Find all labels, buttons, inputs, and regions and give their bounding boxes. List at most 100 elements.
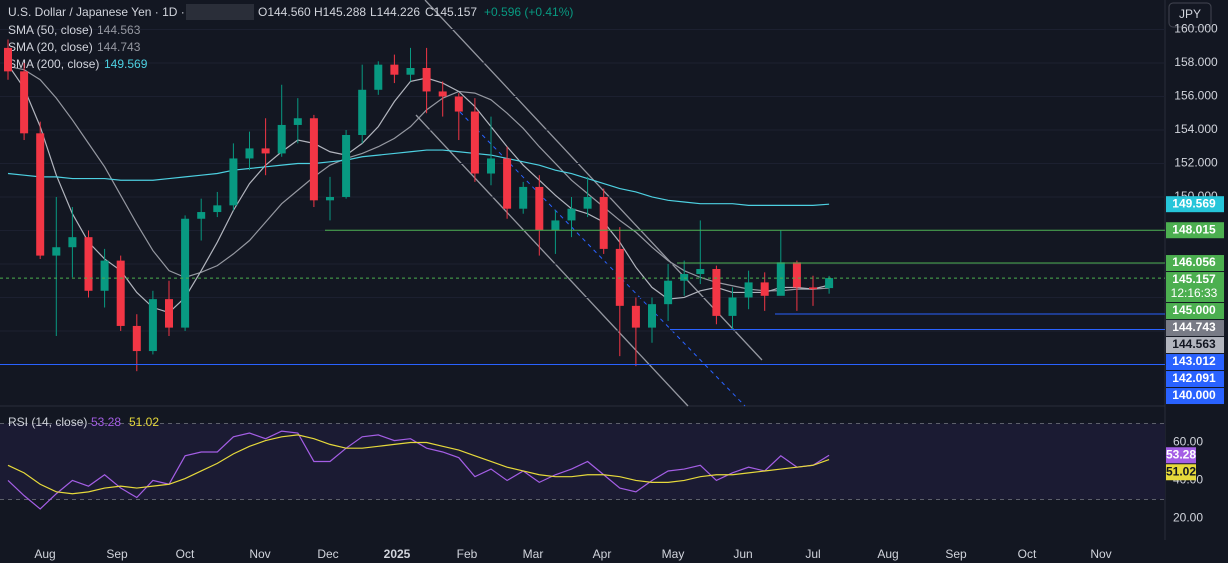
x-tick-label: Nov	[249, 547, 270, 561]
sma-line	[7, 64, 830, 314]
candle-body	[664, 280, 673, 305]
sma-line	[7, 149, 830, 206]
candle-body	[696, 268, 705, 275]
x-tick-label: Sep	[106, 547, 128, 561]
y-tick-label: 20.00	[1173, 511, 1203, 525]
candle-body	[487, 158, 495, 174]
ohlc-change: +0.596 (+0.41%)	[484, 5, 573, 19]
candle-body	[744, 282, 753, 298]
price-badge-label: 145.000	[1172, 303, 1216, 317]
candle-body	[631, 305, 640, 328]
rsi-band	[0, 423, 1165, 500]
candle-body	[825, 278, 834, 289]
ohlc-close: C145.157	[425, 5, 477, 19]
x-tick-label: Mar	[523, 547, 544, 561]
x-tick-label: Oct	[1018, 547, 1037, 561]
x-tick-label: Jul	[805, 547, 820, 561]
x-tick-label: Feb	[457, 547, 478, 561]
y-tick-label: 152.000	[1174, 156, 1218, 170]
price-badge-label: 143.012	[1172, 354, 1216, 368]
x-tick-label: Oct	[176, 547, 195, 561]
rsi-line	[7, 434, 830, 495]
candle-body	[374, 64, 383, 90]
legend-name: SMA (50, close)	[8, 23, 93, 37]
price-badge-label: 144.743	[1172, 320, 1216, 334]
y-tick-label: 160.000	[1174, 22, 1218, 36]
candle-body	[261, 148, 270, 154]
legend-value: 144.563	[97, 23, 141, 37]
candle-body	[470, 111, 479, 174]
candle-body	[342, 135, 351, 197]
currency-button[interactable]	[1168, 2, 1212, 28]
candle-body	[728, 297, 737, 316]
candle-body	[809, 287, 817, 290]
legend-value: 149.569	[104, 57, 148, 71]
candle-body	[792, 262, 801, 288]
candle-body	[132, 325, 141, 352]
ohlc-open: O144.560	[258, 5, 311, 19]
candle-body	[197, 212, 206, 219]
candle-body	[454, 96, 463, 112]
candle-body	[358, 89, 367, 135]
candle-body	[519, 186, 528, 209]
candle-body	[712, 268, 721, 316]
legend-value: 51.02	[129, 415, 159, 429]
price-badge	[1166, 303, 1224, 320]
candle-body	[52, 247, 61, 256]
ohlc-low: L144.226	[370, 5, 420, 19]
value-badge-label: 51.02	[1166, 464, 1196, 478]
sma-line	[7, 65, 830, 292]
candle-body	[406, 68, 415, 75]
legend-name: SMA (20, close)	[8, 40, 93, 54]
redacted	[186, 4, 254, 20]
price-badge	[1166, 354, 1224, 371]
candle-body	[84, 237, 93, 291]
candle-body	[100, 260, 109, 291]
candle-body	[309, 118, 318, 201]
price-badge-label: 145.157	[1172, 272, 1216, 286]
y-tick-label: 154.000	[1174, 122, 1218, 136]
candle-body	[277, 124, 286, 154]
candle-body	[615, 248, 624, 306]
y-tick-label: 158.000	[1174, 55, 1218, 69]
x-tick-label: Nov	[1090, 547, 1111, 561]
candle-body	[567, 208, 576, 221]
y-tick-label: 60.00	[1173, 435, 1203, 449]
candle-body	[390, 64, 399, 75]
candle-body	[583, 196, 592, 209]
candle-body	[438, 91, 447, 97]
price-badge-label: 144.563	[1172, 337, 1216, 351]
value-badge	[1166, 447, 1196, 464]
value-badge-label: 53.28	[1166, 447, 1196, 461]
candle-body	[68, 237, 77, 248]
price-badge	[1166, 196, 1224, 213]
candle-body	[776, 262, 785, 296]
price-badge	[1166, 222, 1224, 239]
rsi-line	[7, 430, 830, 510]
y-tick-label: 156.000	[1174, 89, 1218, 103]
value-badge	[1166, 464, 1196, 481]
countdown: 12:16:33	[1171, 286, 1218, 300]
candle-body	[422, 68, 431, 92]
pane-title: RSI (14, close)	[8, 415, 87, 429]
candle-body	[326, 196, 334, 201]
price-badge	[1166, 255, 1224, 272]
currency-label[interactable]: JPY	[1179, 7, 1201, 21]
x-tick-label: Sep	[945, 547, 967, 561]
candle-body	[36, 133, 45, 256]
x-tick-label: Apr	[593, 547, 612, 561]
candle-body	[229, 158, 238, 206]
x-tick-label: Aug	[34, 547, 55, 561]
price-badge-label: 146.056	[1172, 255, 1216, 269]
candle-body	[760, 282, 769, 296]
x-tick-label: Dec	[317, 547, 338, 561]
price-badge	[1166, 320, 1224, 337]
x-tick-label: Aug	[877, 547, 898, 561]
symbol: U.S. Dollar / Japanese Yen · 1D ·	[8, 5, 185, 19]
price-badge-label: 142.091	[1172, 371, 1216, 385]
candle-body	[551, 220, 560, 231]
candle-body	[680, 274, 689, 281]
price-badge-label: 140.000	[1172, 388, 1216, 402]
candle-body	[213, 205, 222, 213]
